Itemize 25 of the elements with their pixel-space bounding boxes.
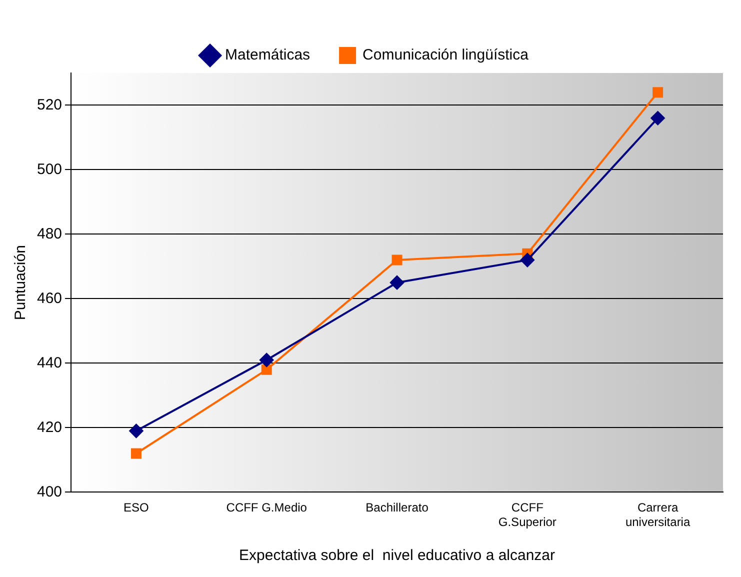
y-tick-label: 400: [36, 483, 62, 500]
point: [261, 364, 272, 375]
legend-label: Comunicación lingüística: [362, 46, 530, 64]
x-tick-label: Bachillerato: [366, 500, 429, 515]
point: [390, 276, 404, 290]
x-tick-label: CCFF G.Superior: [498, 500, 556, 530]
y-tick-label: 420: [36, 418, 62, 436]
y-tick-label: 480: [36, 225, 62, 242]
point: [260, 352, 274, 367]
y-tick-label: 440: [36, 354, 62, 372]
point: [650, 111, 665, 126]
y-tick-label: 520: [36, 96, 62, 114]
y-tick-label: 500: [36, 160, 62, 178]
x-tick-label: CCFF G.Medio: [226, 500, 308, 515]
point: [392, 254, 402, 266]
legend-label: Matemáticas: [225, 46, 310, 64]
point: [129, 424, 144, 438]
point: [130, 448, 142, 459]
point: [652, 87, 664, 98]
x-tick-label: Carrera universitaria: [625, 500, 690, 530]
point: [520, 253, 534, 268]
x-axis-title: Expectativa sobre el nivel educativo a alcanzar: [239, 547, 556, 564]
y-tick-label: 460: [36, 290, 62, 307]
x-tick-label: ESO: [124, 500, 149, 515]
y-axis-title: Puntuación: [12, 245, 30, 320]
